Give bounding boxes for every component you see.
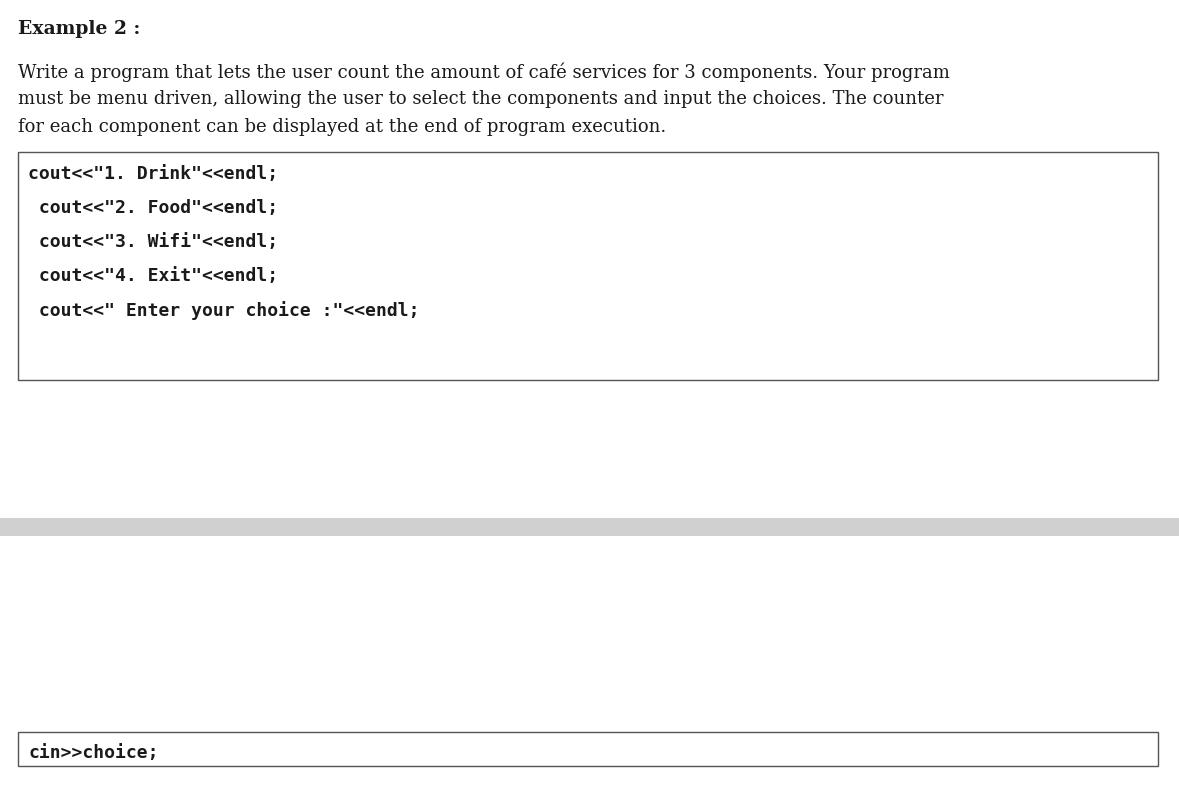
Text: cin>>choice;: cin>>choice; bbox=[28, 744, 158, 762]
Bar bbox=[18, 732, 1158, 766]
Text: cout<<"3. Wifi"<<endl;: cout<<"3. Wifi"<<endl; bbox=[28, 233, 278, 251]
Text: must be menu driven, allowing the user to select the components and input the ch: must be menu driven, allowing the user t… bbox=[18, 90, 943, 108]
Text: Example 2 :: Example 2 : bbox=[18, 20, 140, 38]
Bar bbox=[18, 152, 1158, 380]
Text: cout<<"1. Drink"<<endl;: cout<<"1. Drink"<<endl; bbox=[28, 165, 278, 183]
Text: cout<<" Enter your choice :"<<endl;: cout<<" Enter your choice :"<<endl; bbox=[28, 301, 420, 320]
Bar bbox=[0, 518, 1179, 536]
Text: cout<<"2. Food"<<endl;: cout<<"2. Food"<<endl; bbox=[28, 199, 278, 217]
Text: for each component can be displayed at the end of program execution.: for each component can be displayed at t… bbox=[18, 118, 666, 136]
Text: cout<<"4. Exit"<<endl;: cout<<"4. Exit"<<endl; bbox=[28, 267, 278, 285]
Text: Write a program that lets the user count the amount of café services for 3 compo: Write a program that lets the user count… bbox=[18, 62, 950, 81]
